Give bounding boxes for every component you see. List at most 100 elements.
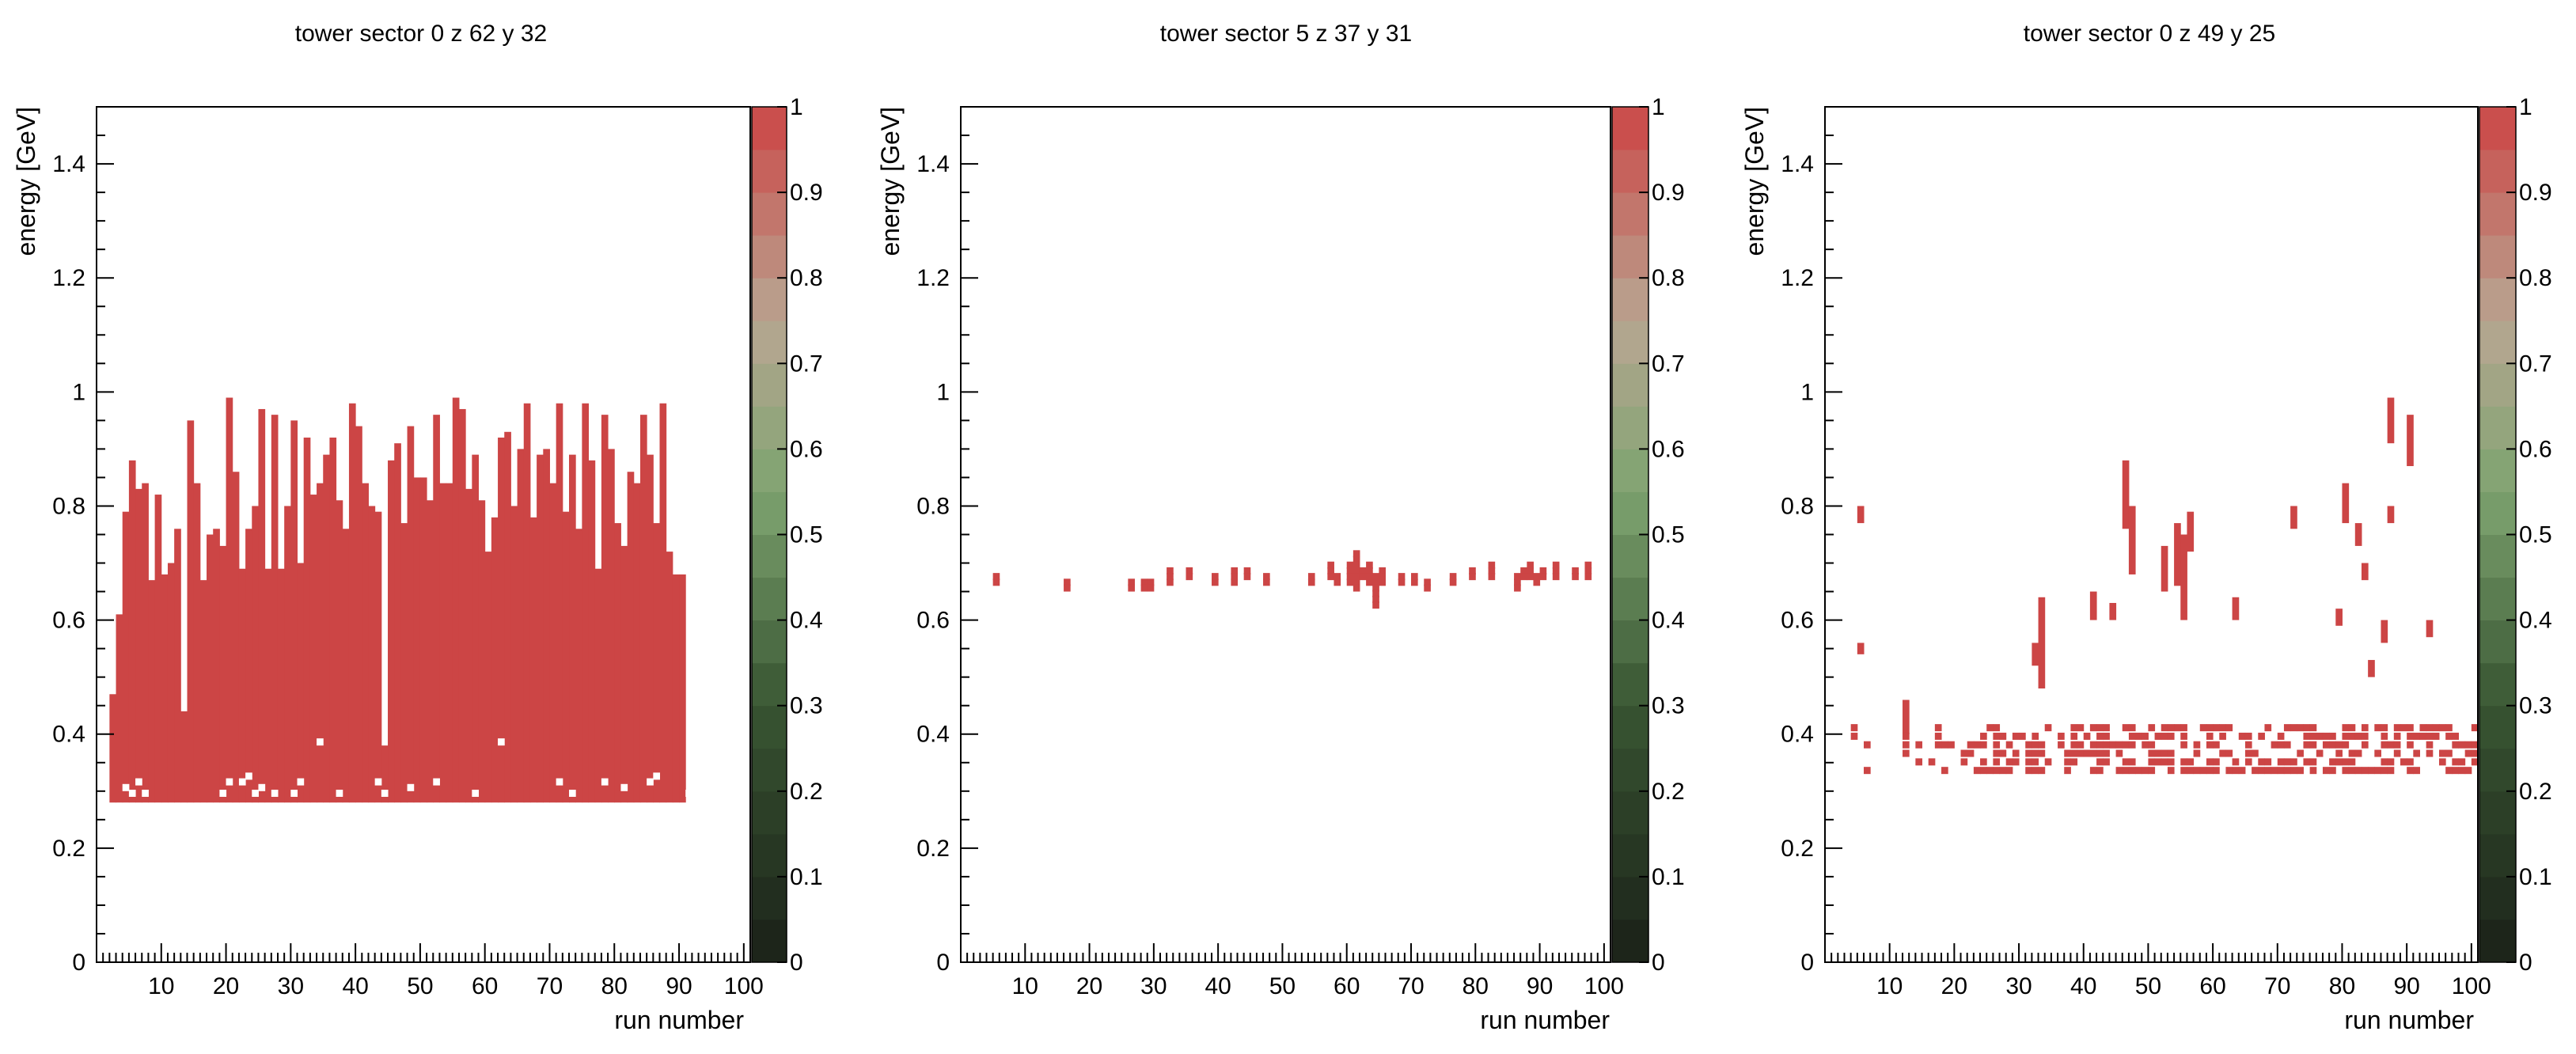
heatmap-cell xyxy=(2309,758,2317,766)
heatmap-cell xyxy=(2089,724,2097,732)
heatmap-column xyxy=(666,552,673,803)
colorbar-band xyxy=(752,363,787,407)
heatmap-cell xyxy=(1533,573,1541,581)
heatmap-cell xyxy=(2154,732,2162,740)
heatmap-column xyxy=(368,506,376,803)
heatmap-cell xyxy=(2258,732,2265,740)
colorbar-tick-label: 0.8 xyxy=(2519,265,2552,291)
heatmap-cell xyxy=(2452,758,2459,766)
heatmap-column xyxy=(336,500,343,803)
heatmap-column xyxy=(187,420,195,803)
heatmap-gap-cell xyxy=(252,790,259,798)
heatmap-column xyxy=(679,574,686,803)
y-axis-label: energy [GeV] xyxy=(876,107,905,256)
heatmap-gap-cell xyxy=(620,783,628,791)
y-tick-label: 1.4 xyxy=(1781,151,1814,177)
heatmap-cell xyxy=(2452,741,2459,749)
colorbar-band xyxy=(1612,790,1648,835)
x-tick-label: 50 xyxy=(2135,973,2161,999)
heatmap-cell xyxy=(2064,749,2071,757)
colorbar-tick-label: 0.6 xyxy=(1652,436,1685,462)
heatmap-column xyxy=(620,545,628,803)
colorbar-tick-label: 0 xyxy=(2519,950,2532,976)
heatmap-cell xyxy=(2438,749,2446,757)
heatmap-cell xyxy=(1366,567,1373,574)
heatmap-cell xyxy=(2471,758,2478,766)
y-tick-label: 0.2 xyxy=(52,836,85,862)
heatmap-cell xyxy=(1948,741,1955,749)
heatmap-cell xyxy=(2452,732,2459,740)
heatmap-cell xyxy=(2426,724,2434,732)
heatmap-column xyxy=(2354,523,2362,546)
heatmap-column xyxy=(219,545,227,803)
heatmap-cell xyxy=(2122,724,2130,732)
heatmap-cell xyxy=(2135,732,2142,740)
x-tick-label: 100 xyxy=(1584,973,1624,999)
heatmap-gap-cell xyxy=(336,790,343,798)
panel-title: tower sector 5 z 37 y 31 xyxy=(1160,21,1413,47)
heatmap-cell xyxy=(1231,578,1239,586)
heatmap-gap-cell xyxy=(219,790,227,798)
y-tick-label: 0 xyxy=(936,950,950,976)
heatmap-column xyxy=(569,454,576,803)
heatmap-cell xyxy=(1449,573,1457,581)
heatmap-cell xyxy=(2290,767,2297,775)
heatmap-cell xyxy=(2032,732,2039,740)
heatmap-cell xyxy=(1993,749,2001,757)
heatmap-cell xyxy=(2038,767,2046,775)
heatmap-cell xyxy=(1941,741,1948,749)
heatmap-gap-cell xyxy=(128,790,136,798)
colorbar-tick-label: 0.1 xyxy=(1652,864,1685,890)
heatmap-column xyxy=(2187,511,2195,552)
heatmap-cell xyxy=(2464,749,2472,757)
heatmap-cell xyxy=(1424,578,1431,586)
x-axis-label: run number xyxy=(2344,1006,2474,1034)
colorbar-band xyxy=(2479,534,2516,578)
heatmap-column xyxy=(672,574,680,803)
y-tick-label: 1.2 xyxy=(916,265,950,291)
heatmap-cell xyxy=(2381,767,2388,775)
colorbar-band xyxy=(1612,449,1648,492)
heatmap-column xyxy=(109,694,117,803)
heatmap-column xyxy=(452,397,460,803)
heatmap-cell xyxy=(2413,732,2420,740)
heatmap-cell xyxy=(2309,732,2317,740)
heatmap-cell xyxy=(2252,749,2259,757)
heatmap-cell xyxy=(2393,749,2401,757)
heatmap-cell xyxy=(1186,567,1193,574)
heatmap-cell xyxy=(1934,732,1942,740)
colorbar-tick-label: 0.2 xyxy=(790,779,823,805)
heatmap-cell xyxy=(2303,724,2311,732)
x-axis-label: run number xyxy=(614,1006,744,1034)
heatmap-cell xyxy=(1903,732,1910,740)
heatmap-cell xyxy=(2361,724,2369,732)
heatmap-cell xyxy=(2303,758,2311,766)
heatmap-gap-cell xyxy=(297,778,305,786)
x-tick-label: 30 xyxy=(278,973,304,999)
heatmap-column xyxy=(653,523,661,803)
heatmap-column xyxy=(2089,591,2097,620)
heatmap-cell xyxy=(2413,767,2420,775)
heatmap-cell xyxy=(2244,741,2252,749)
heatmap-column xyxy=(582,403,590,803)
heatmap-column xyxy=(2342,483,2350,524)
heatmap-column xyxy=(1857,643,1865,654)
colorbar-band xyxy=(1612,320,1648,364)
colorbar-band xyxy=(752,107,787,150)
heatmap-column xyxy=(484,552,492,803)
heatmap-cell xyxy=(2381,758,2388,766)
heatmap-cell xyxy=(2148,767,2156,775)
heatmap-cell xyxy=(2316,732,2324,740)
heatmap-column xyxy=(135,488,142,803)
colorbar-band xyxy=(2479,107,2516,150)
heatmap-column xyxy=(608,449,615,803)
heatmap-cell xyxy=(2213,758,2220,766)
heatmap-column xyxy=(433,415,440,803)
heatmap-cell xyxy=(2322,732,2330,740)
heatmap-column xyxy=(174,529,181,803)
y-tick-label: 0.2 xyxy=(1781,836,1814,862)
colorbar-band xyxy=(2479,192,2516,236)
heatmap-cell xyxy=(1941,767,1948,775)
heatmap-cell xyxy=(2354,749,2362,757)
heatmap-gap-cell xyxy=(569,790,576,798)
